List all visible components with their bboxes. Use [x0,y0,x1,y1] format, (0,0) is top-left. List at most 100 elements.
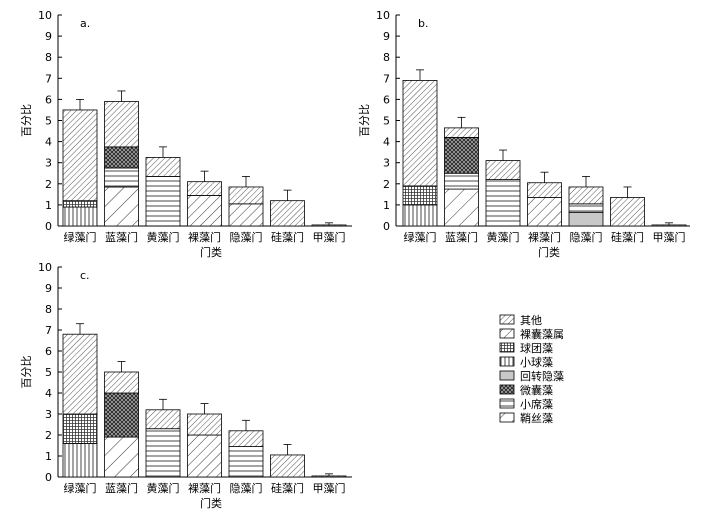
y-tick-label: 2 [45,429,52,442]
y-tick-label: 3 [45,408,52,421]
x-tick-label: 甲藻门 [653,230,686,244]
bar-segment-diag-medium [228,203,264,227]
panel-label: b. [418,17,428,30]
y-tick-label: 8 [45,303,52,316]
legend-label: 小席藻 [520,397,553,411]
x-tick-label: 隐藻门 [570,230,603,244]
bar-segment-diag-dense [651,224,687,227]
legend-swatch-grid-fine [499,342,515,353]
x-tick-label: 硅藻门 [611,230,644,244]
bar-segment-diag-dense [228,186,264,205]
bar-segment-grid-fine [402,185,438,206]
x-tick-label: 黄藻门 [487,230,520,244]
legend-swatch-diag-dense [499,314,515,325]
x-tick-label: 绿藻门 [404,230,437,244]
x-axis-title: 门类 [200,496,222,510]
legend-swatch-vertical [499,356,515,367]
x-tick-label: 蓝藻门 [105,481,138,495]
y-tick-label: 5 [383,115,390,128]
y-tick-label: 10 [376,9,390,22]
x-tick-label: 隐藻门 [230,230,263,244]
bar-segment-diag-wide [444,188,479,227]
bar-segment-diag-dense [527,182,562,198]
y-tick-label: 5 [45,115,52,128]
y-tick-label: 2 [45,178,52,191]
bar-segment-gray [568,211,604,227]
bar-segment-vertical [402,204,438,227]
y-tick-label: 1 [45,450,52,463]
y-tick-label: 8 [383,51,390,64]
bar-segment-diag-dense [187,181,222,196]
x-tick-label: 裸藻门 [528,230,561,244]
y-tick-label: 9 [45,282,52,295]
x-tick-label: 蓝藻门 [105,230,138,244]
y-tick-label: 7 [45,72,52,85]
legend-swatch-diag-wide [499,412,515,423]
bar-segment-vertical [62,206,98,227]
legend-label: 鞘丝藻 [520,411,553,425]
bar-segment-diag-dense [270,454,305,478]
y-tick-label: 10 [38,261,52,274]
bar-segment-diag-dense [311,475,347,478]
bar-segment-horizontal [228,446,264,478]
legend-swatch-diag-medium [499,328,515,339]
bar-segment-grid-fine [62,200,98,208]
y-tick-label: 7 [45,324,52,337]
x-axis-title: 门类 [200,245,222,259]
x-tick-label: 硅藻门 [271,230,304,244]
bar-segment-horizontal [568,203,604,213]
bar-segment-diag-dense [145,409,181,430]
bar-segment-diag-dense [62,109,98,202]
legend-label: 裸囊藻属 [520,327,564,341]
x-tick-label: 硅藻门 [271,481,304,495]
x-tick-label: 甲藻门 [313,230,346,244]
y-tick-label: 1 [45,199,52,212]
bar-segment-diag-dense [402,80,438,187]
y-tick-label: 9 [383,30,390,43]
bar-segment-diag-medium [527,197,562,227]
x-axis-title: 门类 [538,245,560,259]
bar-segment-diag-dense [311,224,347,227]
bar-segment-diag-dense [568,186,604,205]
bar-segment-diag-dense [145,157,181,177]
y-tick-label: 4 [383,136,390,149]
bar-segment-diag-medium [187,195,222,227]
y-tick-label: 4 [45,136,52,149]
bar-segment-diag-wide [104,186,139,227]
bar-segment-grid-fine [62,413,98,444]
y-tick-label: 7 [383,72,390,85]
legend-swatch-crosshatch [499,384,515,395]
x-tick-label: 裸藻门 [188,230,221,244]
y-tick-label: 5 [45,366,52,379]
panel-label: c. [80,269,90,282]
x-tick-label: 裸藻门 [188,481,221,495]
y-axis-title: 百分比 [20,104,33,137]
y-axis-title: 百分比 [358,104,371,137]
y-tick-label: 6 [45,345,52,358]
y-tick-label: 6 [383,93,390,106]
y-axis-title: 百分比 [20,356,33,389]
x-tick-label: 蓝藻门 [445,230,478,244]
bar-segment-diag-dense [104,101,139,148]
bar-segment-vertical [62,442,98,478]
bar-segment-diag-wide [104,436,139,478]
y-tick-label: 9 [45,30,52,43]
bar-segment-diag-dense [187,413,222,436]
y-tick-label: 3 [383,157,390,170]
y-tick-label: 8 [45,51,52,64]
bar-segment-diag-dense [610,197,645,227]
legend-swatch-gray [499,370,515,381]
bar-segment-diag-dense [270,200,305,227]
y-tick-label: 3 [45,157,52,170]
y-tick-label: 0 [383,220,390,233]
legend-label: 小球藻 [520,355,553,369]
bar-segment-diag-dense [485,160,521,180]
x-tick-label: 绿藻门 [64,481,97,495]
bar-segment-diag-dense [228,430,264,447]
bar-segment-diag-medium [187,434,222,478]
